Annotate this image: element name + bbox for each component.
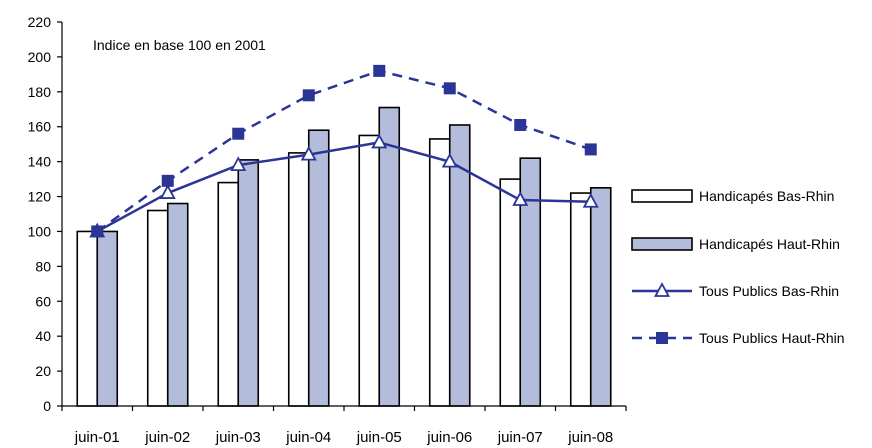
- y-tick-label: 140: [28, 154, 52, 170]
- chart-annotation: Indice en base 100 en 2001: [93, 37, 266, 53]
- y-tick-label: 60: [35, 293, 51, 309]
- legend-label: Handicapés Bas-Rhin: [699, 188, 834, 204]
- legend-marker: [653, 282, 671, 297]
- bar-handicapes-haut-rhin-juin-07: [519, 157, 542, 407]
- marker-tous-publics-haut-rhin-juin-02: [161, 174, 174, 187]
- bar-handicapes-haut-rhin-juin-01: [96, 230, 119, 407]
- marker-tous-publics-bas-rhin-juin-08: [582, 192, 599, 208]
- legend-item-tous-publics-bas-rhin: Tous Publics Bas-Rhin: [632, 282, 839, 299]
- x-tick-label: juin-08: [567, 429, 613, 446]
- bar-handicapes-bas-rhin-juin-02: [146, 209, 169, 407]
- x-tick-label: juin-06: [426, 429, 472, 446]
- line-tous-publics-bas-rhin: [96, 141, 591, 233]
- line-tous-publics-haut-rhin: [96, 69, 592, 233]
- bar-handicapes-bas-rhin-juin-07: [499, 178, 522, 407]
- y-tick-label: 220: [28, 14, 52, 30]
- x-tick-label: juin-07: [497, 429, 543, 446]
- marker-tous-publics-haut-rhin-juin-07: [514, 118, 527, 131]
- legend-marker: [656, 332, 668, 344]
- bar-handicapes-haut-rhin-juin-08: [589, 187, 612, 407]
- legend-swatch: [631, 189, 693, 203]
- bar-handicapes-haut-rhin-juin-04: [307, 129, 330, 407]
- bar-handicapes-bas-rhin-juin-01: [76, 230, 99, 407]
- bars-layer: [76, 106, 612, 407]
- y-tick-label: 100: [28, 223, 52, 239]
- x-tick-label: juin-01: [74, 429, 120, 446]
- y-tick-label: 120: [28, 189, 52, 205]
- legend-item-handicapes-bas-rhin: Handicapés Bas-Rhin: [631, 188, 834, 204]
- x-tick-label: juin-03: [215, 429, 261, 446]
- marker-tous-publics-bas-rhin-juin-05: [371, 133, 388, 149]
- legend-label: Handicapés Haut-Rhin: [699, 236, 840, 252]
- y-tick-label: 200: [28, 49, 52, 65]
- bar-handicapes-haut-rhin-juin-03: [237, 159, 260, 407]
- legend-label: Tous Publics Haut-Rhin: [699, 330, 845, 346]
- lines-layer: [89, 64, 599, 238]
- marker-tous-publics-haut-rhin-juin-08: [584, 143, 597, 156]
- bar-handicapes-bas-rhin-juin-04: [287, 152, 310, 407]
- x-tick-label: juin-05: [356, 429, 402, 446]
- bar-handicapes-haut-rhin-juin-05: [378, 106, 401, 407]
- bar-handicapes-bas-rhin-juin-05: [358, 134, 381, 407]
- bar-handicapes-haut-rhin-juin-02: [166, 202, 189, 407]
- y-tick-label: 20: [35, 363, 51, 379]
- x-tick-label: juin-02: [144, 429, 190, 446]
- marker-tous-publics-bas-rhin-juin-02: [159, 184, 176, 199]
- legend-item-tous-publics-haut-rhin: Tous Publics Haut-Rhin: [632, 330, 845, 346]
- y-tick-label: 80: [35, 258, 51, 274]
- x-tick-label: juin-04: [285, 429, 331, 446]
- marker-tous-publics-bas-rhin-juin-03: [230, 156, 247, 172]
- y-tick-label: 160: [28, 119, 52, 135]
- marker-tous-publics-haut-rhin-juin-04: [302, 89, 315, 102]
- marker-tous-publics-bas-rhin-juin-07: [512, 191, 529, 206]
- marker-tous-publics-haut-rhin-juin-05: [373, 64, 386, 77]
- marker-tous-publics-haut-rhin-juin-06: [443, 82, 456, 95]
- axes-layer: 0 20 40 60 80 100 120 140 160 180 200 220 juin-01 jui…: [28, 14, 627, 446]
- bar-handicapes-bas-rhin-juin-06: [428, 138, 451, 407]
- marker-tous-publics-haut-rhin-juin-03: [232, 127, 245, 140]
- marker-tous-publics-bas-rhin-juin-06: [441, 152, 458, 168]
- y-tick-label: 0: [43, 398, 51, 414]
- legend-swatch: [631, 237, 693, 251]
- bar-handicapes-bas-rhin-juin-08: [569, 192, 592, 407]
- y-tick-label: 40: [35, 328, 51, 344]
- marker-tous-publics-bas-rhin-juin-04: [300, 145, 317, 161]
- legend-label: Tous Publics Bas-Rhin: [699, 283, 839, 299]
- bar-handicapes-bas-rhin-juin-03: [217, 181, 240, 407]
- marker-tous-publics-haut-rhin-juin-01: [91, 225, 104, 238]
- legend-item-handicapes-haut-rhin: Handicapés Haut-Rhin: [631, 236, 840, 252]
- y-tick-label: 180: [28, 84, 52, 100]
- legend: Handicapés Bas-Rhin Handicapés Haut-Rhin T…: [631, 188, 845, 346]
